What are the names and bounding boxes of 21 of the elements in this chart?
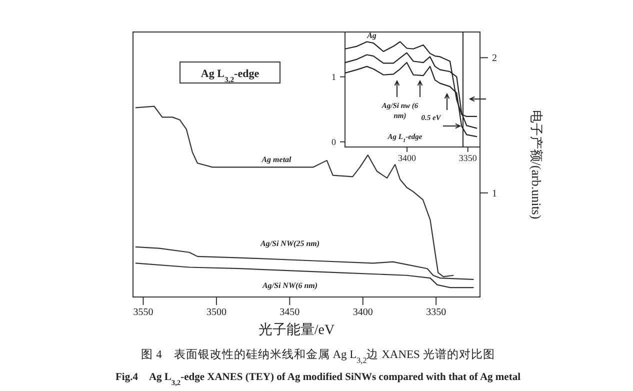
- annotation: Ag: [366, 30, 376, 40]
- x-tick-label: 3550: [133, 307, 154, 318]
- y-tick-label: 1: [492, 188, 497, 200]
- caption: 图 4 表面银改性的硅纳米线和金属 Ag L$_{3,2}$边 XANES 光谱的对比图: [141, 347, 495, 364]
- x-tick-label: 3450: [280, 307, 300, 318]
- y-tick-label: 2: [492, 53, 497, 64]
- y-tick-label: 1: [332, 72, 336, 82]
- x-axis-title: 光子能量/eV: [258, 322, 335, 338]
- x-tick-label: 3350: [458, 153, 478, 163]
- y-tick-label: 0: [332, 136, 336, 147]
- annotation: Ag L$_{3,2}$-edge: [200, 68, 260, 84]
- annotation: Ag metal: [260, 154, 292, 164]
- x-tick-label: 3400: [352, 307, 373, 318]
- line-series: [135, 262, 474, 288]
- x-tick-label: 3400: [398, 153, 417, 163]
- annotation: Ag/Si NW(6 nm): [261, 281, 318, 290]
- x-tick-label: 3350: [426, 307, 446, 318]
- y-axis-title: 电子产额/(arb.units): [529, 110, 544, 220]
- annotation: Ag/Si NW(25 nm): [259, 239, 320, 248]
- caption: Fig.4 Ag L$_{3,2}$-edge XANES (TEY) of Ag modified SiNWs compared with that of Ag metal: [116, 372, 521, 386]
- x-tick-label: 3500: [206, 307, 226, 318]
